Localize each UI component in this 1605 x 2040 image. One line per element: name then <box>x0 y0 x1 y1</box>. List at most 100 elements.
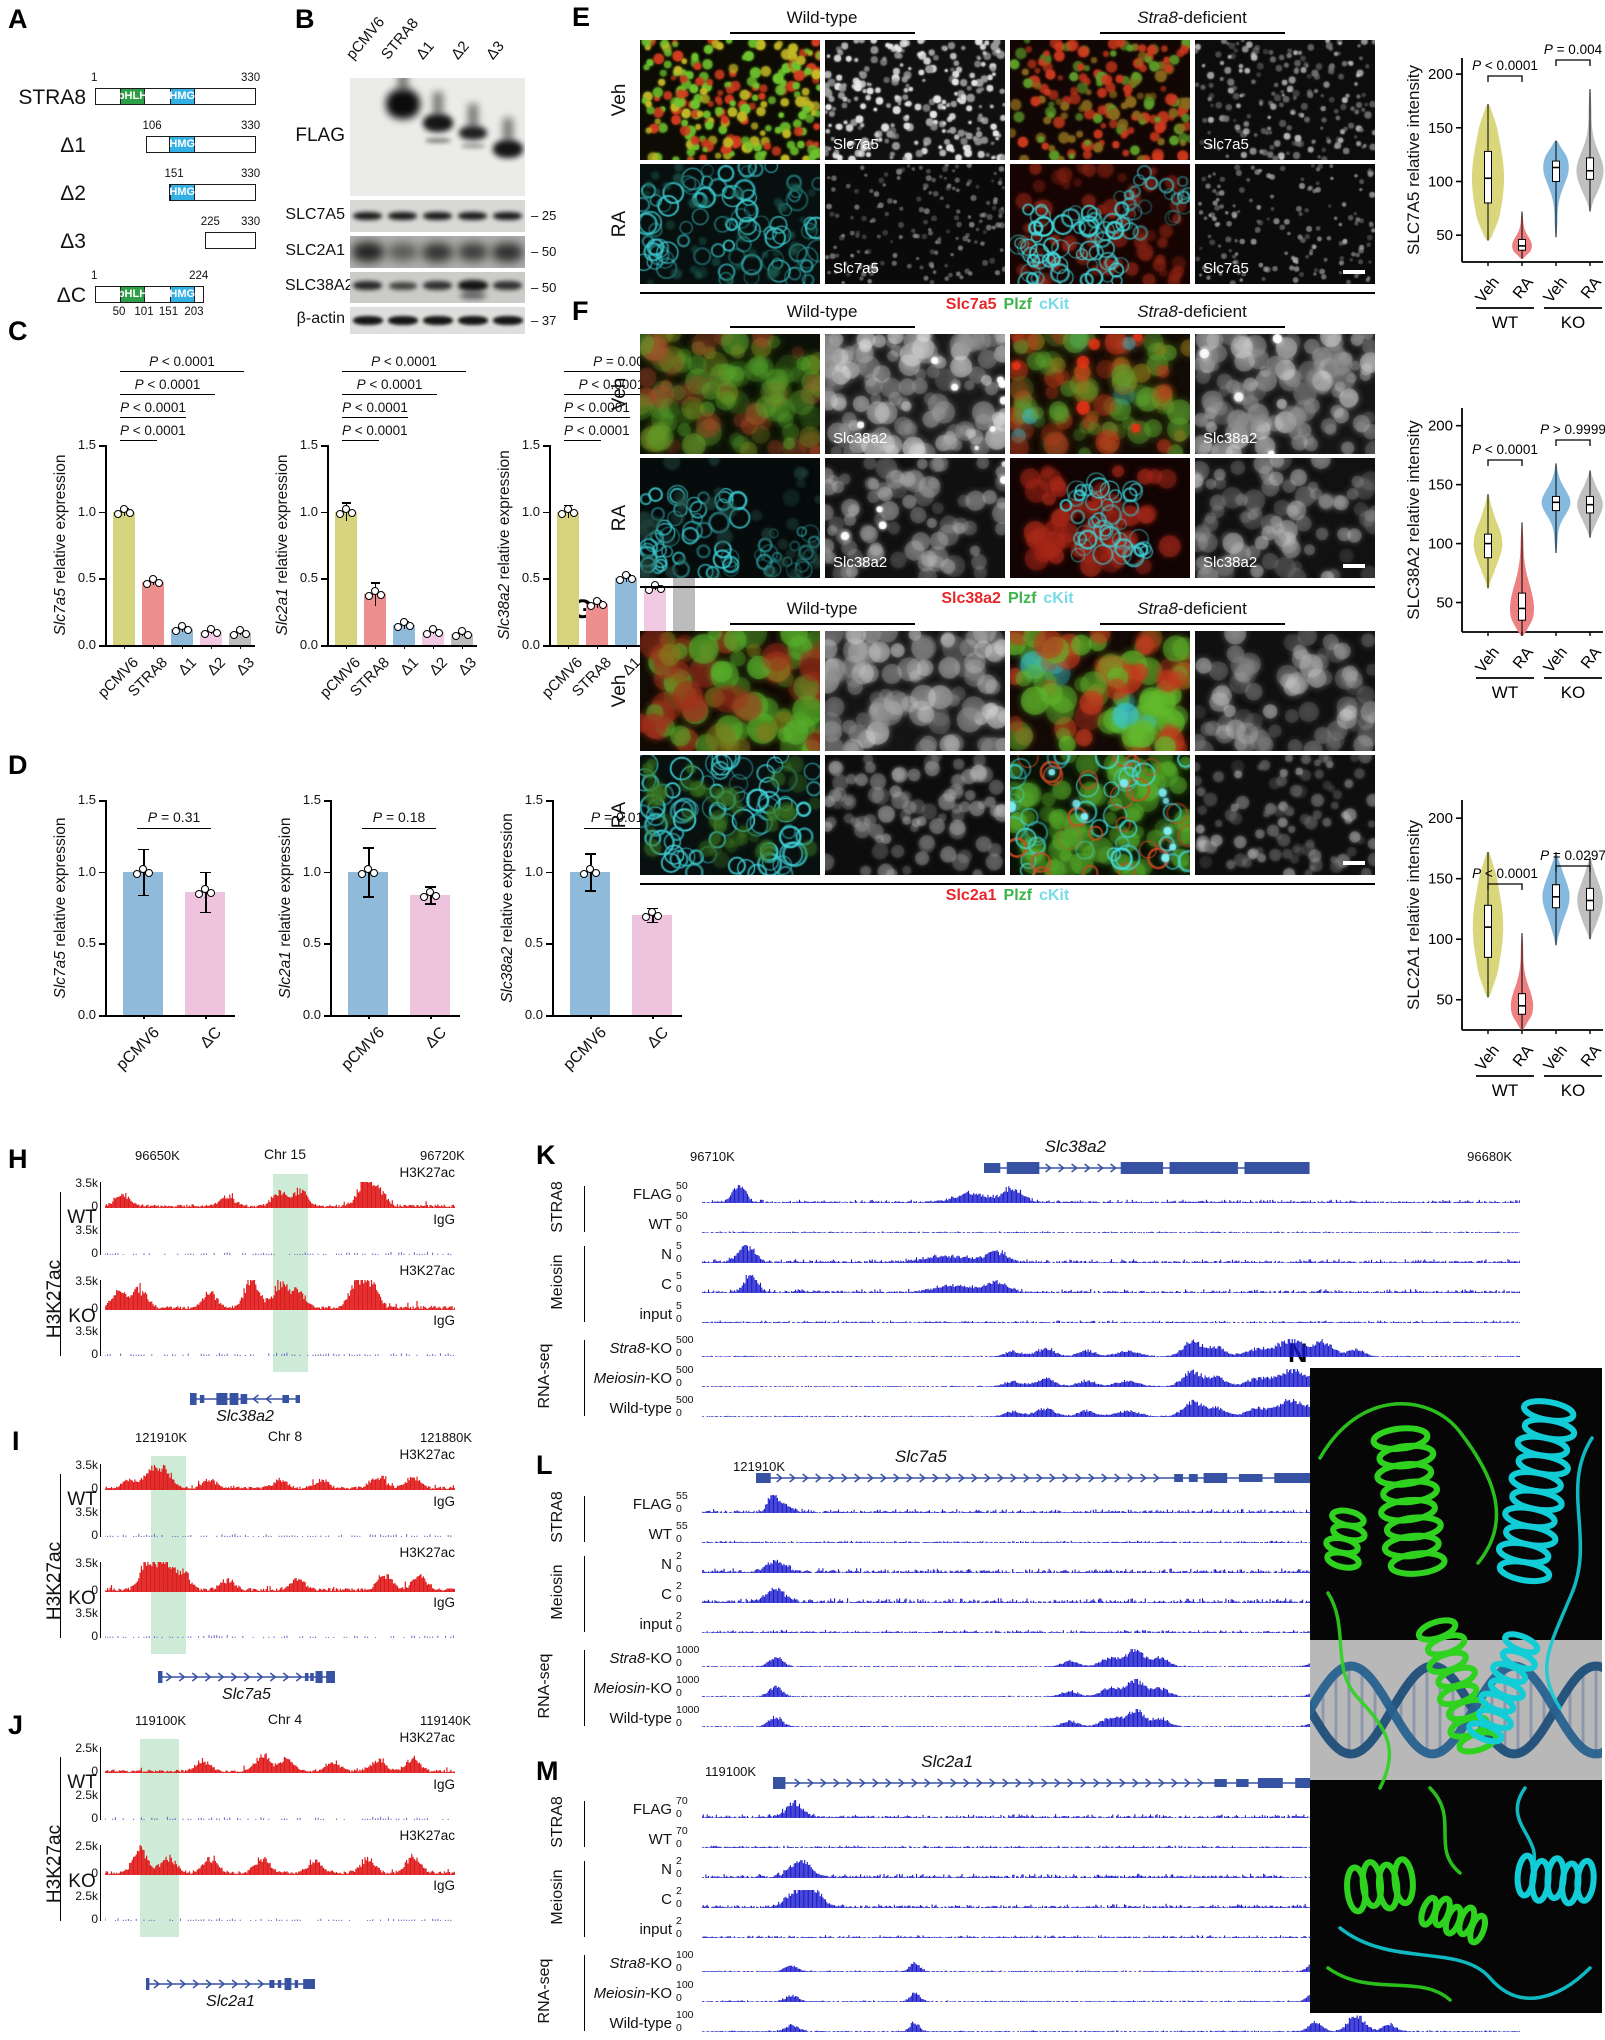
coord-left: 121910K <box>733 1459 786 1474</box>
blot-smear <box>502 117 513 142</box>
blot-row-label: SLC2A1 <box>285 241 345 259</box>
data-point <box>394 623 402 631</box>
blot-band <box>388 281 417 290</box>
pvalue-line <box>362 828 436 830</box>
error-cap <box>342 502 351 504</box>
track-scale-zero: 0 <box>91 1764 98 1778</box>
micro-canvas <box>1010 334 1190 454</box>
svg-text:150: 150 <box>1428 477 1453 494</box>
y-tick-label: 0.5 <box>77 570 96 586</box>
gene-model <box>984 1162 1310 1174</box>
browser-track-label: FLAG <box>632 1496 672 1513</box>
blot-band <box>424 138 451 144</box>
browser-group-bracket <box>584 1861 586 1937</box>
browser-scale-zero: 0 <box>676 1533 682 1545</box>
browser-scale-top: 70 <box>676 1795 688 1807</box>
y-tick <box>321 578 327 580</box>
y-tick-label: 0.0 <box>302 1007 321 1022</box>
domain-bHLH: bHLH <box>118 286 147 303</box>
micro-image-F-r0-c2 <box>1010 334 1190 454</box>
scale-bracket <box>100 1182 102 1255</box>
blot-smear <box>467 104 478 129</box>
browser-track-signal <box>702 1185 1520 1203</box>
micro-canvas <box>640 755 820 875</box>
micro-image-G-r0-c3 <box>1195 631 1375 751</box>
data-point <box>365 592 373 601</box>
pvalue-line <box>584 828 658 830</box>
helix-coil <box>1344 1856 1416 1915</box>
browser-group-bracket <box>584 1801 586 1847</box>
chip-track-signal <box>105 1182 455 1208</box>
micro-image-F-r1-c2 <box>1010 458 1190 578</box>
bar <box>570 871 610 1015</box>
group-label: KO <box>68 1588 96 1609</box>
browser-scale-zero: 0 <box>676 1283 682 1295</box>
track-scale-zero: 0 <box>91 1912 98 1926</box>
browser-scale-top: 2 <box>676 1855 682 1867</box>
construct-name: Δ2 <box>60 182 86 205</box>
micro-image-label: Slc38a2 <box>833 430 888 447</box>
browser-track-label: Wild-type <box>609 1710 672 1727</box>
browser-scale-top: 500 <box>676 1394 694 1406</box>
violin-group-label: WT <box>1492 1081 1518 1100</box>
x-tick-label: ΔC <box>644 1024 673 1052</box>
coord-right: 96720K <box>420 1148 465 1163</box>
data-point <box>435 628 443 637</box>
coord-right: 119140K <box>420 1713 472 1728</box>
y-tick <box>324 1015 330 1017</box>
y-tick <box>543 578 549 580</box>
blot-band <box>457 243 488 261</box>
y-tick <box>99 445 105 447</box>
svg-text:200: 200 <box>1428 66 1453 83</box>
chart-ylabel: Slc38a2 relative expression <box>499 812 516 1003</box>
lane-label: Δ3 <box>482 37 508 63</box>
browser-track-label: Meiosin-KO <box>593 1680 672 1697</box>
construct-end-num: 330 <box>241 120 261 132</box>
side-bracket <box>60 1192 62 1356</box>
micro-canvas <box>825 631 1005 751</box>
y-tick <box>543 511 549 514</box>
micro-image-E-r0-c3: Slc7a5 <box>1195 40 1375 160</box>
pvalue-text: P < 0.0001 <box>578 377 645 392</box>
browser-group-label: STRA8 <box>549 1796 566 1848</box>
track-scale-zero: 0 <box>91 1866 98 1880</box>
x-axis-line <box>549 645 699 647</box>
browser-scale-zero: 0 <box>676 1313 682 1325</box>
data-point <box>570 508 578 517</box>
blot-band <box>457 279 488 291</box>
chrom-label: Chr 15 <box>263 1146 307 1162</box>
browser-scale-top: 5 <box>676 1270 682 1282</box>
browser-track-label: Meiosin-KO <box>593 1370 672 1387</box>
error-cap <box>200 871 211 874</box>
blot-row-label: FLAG <box>295 124 345 146</box>
browser-track-label: input <box>639 1616 672 1633</box>
construct-end-num: 330 <box>241 216 261 228</box>
track-title: IgG <box>433 1313 455 1328</box>
x-tick <box>652 1015 654 1019</box>
blot-band <box>457 316 488 325</box>
y-tick <box>546 871 552 874</box>
micro-image-E-r0-c0 <box>640 40 820 160</box>
micro-image-G-r1-c1 <box>825 755 1005 875</box>
browser-track-label: Stra8-KO <box>609 1955 672 1972</box>
data-point <box>207 888 215 897</box>
data-point <box>452 632 460 641</box>
chrom-label: Chr 4 <box>267 1711 303 1727</box>
browser-track-signal <box>702 1275 1520 1293</box>
x-tick <box>205 1015 207 1019</box>
micro-image-label: Slc7a5 <box>833 136 879 153</box>
browser-scale-top: 2 <box>676 1885 682 1897</box>
pvalue-line <box>564 371 688 373</box>
browser-scale-zero: 0 <box>676 2022 682 2034</box>
y-tick <box>543 645 549 647</box>
data-point <box>126 508 134 517</box>
pvalue-text: P < 0.0001 <box>564 423 630 438</box>
micro-image-G-r1-c3 <box>1195 755 1375 875</box>
gene-model <box>755 1472 1345 1484</box>
track-title: IgG <box>433 1878 455 1893</box>
track-scale-top: 3.5k <box>75 1324 98 1338</box>
x-tick-label: pCMV6 <box>560 1024 611 1074</box>
blot-band <box>459 291 486 299</box>
bar <box>335 511 357 645</box>
browser-track-label: FLAG <box>632 1801 672 1818</box>
